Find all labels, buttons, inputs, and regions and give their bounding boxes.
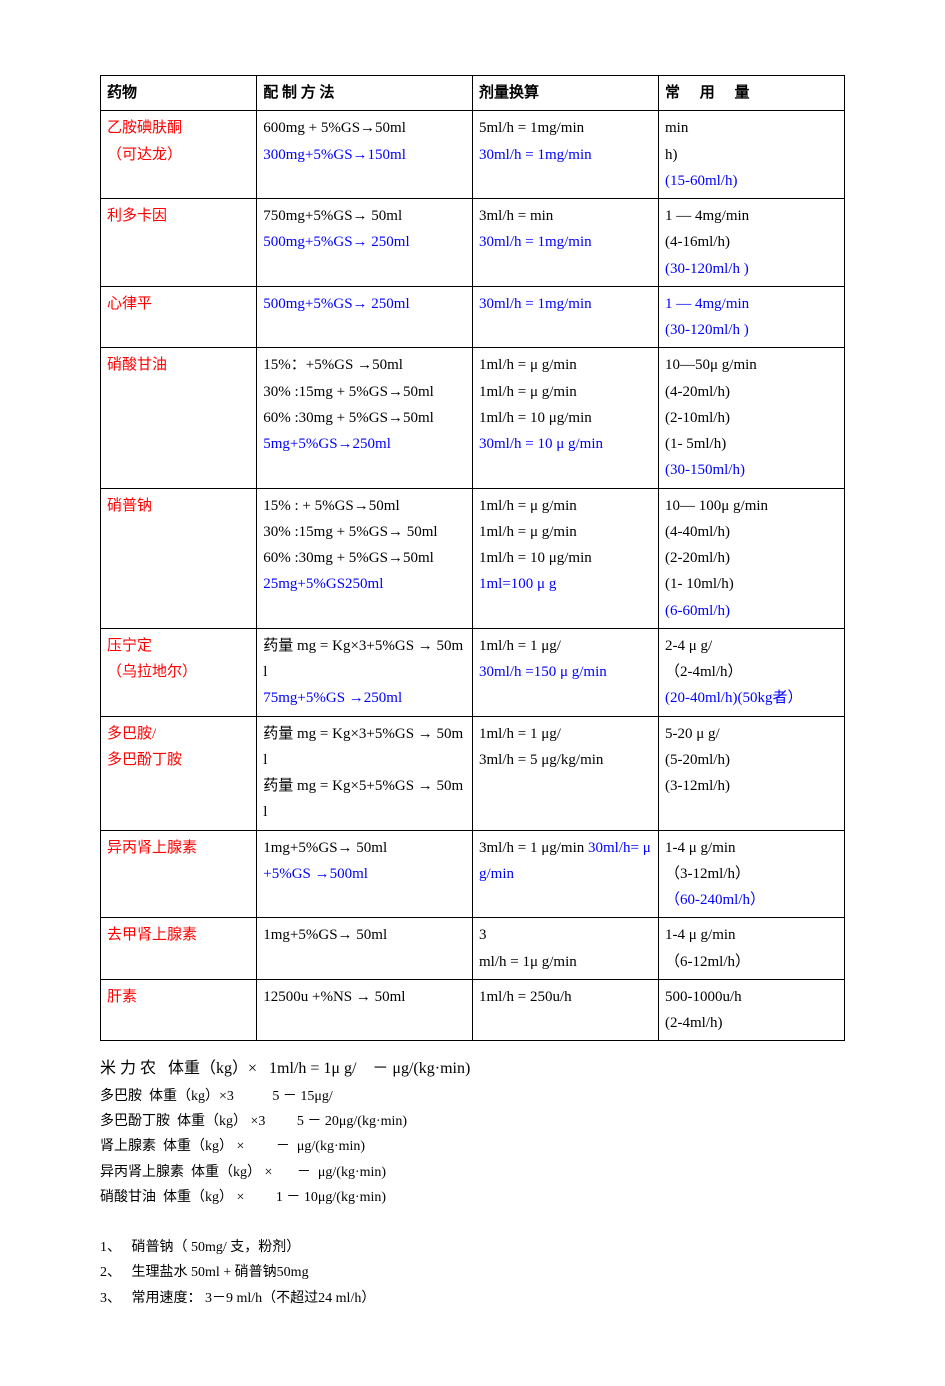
cell-drug: 压宁定（乌拉地尔） <box>101 628 257 716</box>
cell-drug: 去甲肾上腺素 <box>101 918 257 980</box>
cell-dose: 1 — 4mg/min(4-16ml/h)(30-120ml/h ) <box>658 199 844 287</box>
cell-conv: 30ml/h = 1mg/min <box>472 286 658 348</box>
table-row: 乙胺碘肤酮（可达龙）600mg + 5%GS→50ml300mg+5%GS→15… <box>101 111 845 199</box>
cell-dose: 500-1000u/h(2-4ml/h) <box>658 979 844 1041</box>
note-line: 多巴胺 体重（kg）×3 5 － 15μg/ <box>100 1084 845 1109</box>
cell-prep: 500mg+5%GS→ 250ml <box>257 286 473 348</box>
drug-table: 药物 配 制 方 法 剂量换算 常 用 量 乙胺碘肤酮（可达龙）600mg + … <box>100 75 845 1041</box>
cell-dose: 5-20 μ g/(5-20ml/h)(3-12ml/h) <box>658 716 844 830</box>
table-row: 压宁定（乌拉地尔）药量 mg = Kg×3+5%GS → 50ml75mg+5%… <box>101 628 845 716</box>
table-row: 异丙肾上腺素1mg+5%GS→ 50ml+5%GS →500ml3ml/h = … <box>101 830 845 918</box>
cell-conv: 1ml/h = μ g/min1ml/h = μ g/min1ml/h = 10… <box>472 488 658 628</box>
table-row: 心律平500mg+5%GS→ 250ml30ml/h = 1mg/min1 — … <box>101 286 845 348</box>
table-row: 去甲肾上腺素1mg+5%GS→ 50ml3ml/h = 1μ g/min1-4 … <box>101 918 845 980</box>
note-line: 硝酸甘油 体重（kg） × 1 － 10μg/(kg·min) <box>100 1185 845 1210</box>
table-body: 乙胺碘肤酮（可达龙）600mg + 5%GS→50ml300mg+5%GS→15… <box>101 111 845 1041</box>
cell-dose: 1-4 μ g/min（3-12ml/h）（60-240ml/h） <box>658 830 844 918</box>
header-conv: 剂量换算 <box>472 76 658 111</box>
cell-prep: 12500u +%NS → 50ml <box>257 979 473 1041</box>
cell-prep: 1mg+5%GS→ 50ml <box>257 918 473 980</box>
cell-conv: 3ml/h = min30ml/h = 1mg/min <box>472 199 658 287</box>
table-row: 利多卡因750mg+5%GS→ 50ml500mg+5%GS→ 250ml3ml… <box>101 199 845 287</box>
cell-conv: 3ml/h = 1μ g/min <box>472 918 658 980</box>
cell-drug: 异丙肾上腺素 <box>101 830 257 918</box>
note-line: 2、 生理盐水 50ml + 硝普钠50mg <box>100 1260 845 1285</box>
cell-drug: 硝酸甘油 <box>101 348 257 488</box>
cell-conv: 1ml/h = 1 μg/30ml/h =150 μ g/min <box>472 628 658 716</box>
cell-prep: 15% : + 5%GS→50ml30% :15mg + 5%GS→ 50ml6… <box>257 488 473 628</box>
note-line: 3、 常用速度： 3－9 ml/h（不超过24 ml/h） <box>100 1286 845 1311</box>
cell-dose: 10—50μ g/min(4-20ml/h)(2-10ml/h)(1- 5ml/… <box>658 348 844 488</box>
table-head: 药物 配 制 方 法 剂量换算 常 用 量 <box>101 76 845 111</box>
cell-prep: 药量 mg = Kg×3+5%GS → 50ml药量 mg = Kg×5+5%G… <box>257 716 473 830</box>
cell-dose: 10— 100μ g/min(4-40ml/h)(2-20ml/h)(1- 10… <box>658 488 844 628</box>
table-row: 多巴胺/多巴酚丁胺药量 mg = Kg×3+5%GS → 50ml药量 mg =… <box>101 716 845 830</box>
note-line: 1、 硝普钠（ 50mg/ 支，粉剂） <box>100 1235 845 1260</box>
cell-prep: 750mg+5%GS→ 50ml500mg+5%GS→ 250ml <box>257 199 473 287</box>
table-row: 硝酸甘油15%：+5%GS →50ml30% :15mg + 5%GS→50ml… <box>101 348 845 488</box>
cell-prep: 15%：+5%GS →50ml30% :15mg + 5%GS→50ml60% … <box>257 348 473 488</box>
cell-conv: 1ml/h = 250u/h <box>472 979 658 1041</box>
cell-dose: 2-4 μ g/（2-4ml/h）(20-40ml/h)(50kg者） <box>658 628 844 716</box>
cell-conv: 3ml/h = 1 μg/min 30ml/h= μg/min <box>472 830 658 918</box>
header-dose: 常 用 量 <box>658 76 844 111</box>
cell-drug: 肝素 <box>101 979 257 1041</box>
cell-prep: 600mg + 5%GS→50ml300mg+5%GS→150ml <box>257 111 473 199</box>
cell-dose: minh)(15-60ml/h) <box>658 111 844 199</box>
cell-conv: 1ml/h = μ g/min1ml/h = μ g/min1ml/h = 10… <box>472 348 658 488</box>
notes-block: 米 力 农 体重（kg）× 1ml/h = 1μ g/ － μg/(kg·min… <box>100 1055 845 1310</box>
note-line <box>100 1210 845 1235</box>
cell-dose: 1-4 μ g/min（6-12ml/h） <box>658 918 844 980</box>
cell-prep: 1mg+5%GS→ 50ml+5%GS →500ml <box>257 830 473 918</box>
note-line: 米 力 农 体重（kg）× 1ml/h = 1μ g/ － μg/(kg·min… <box>100 1055 845 1084</box>
header-prep: 配 制 方 法 <box>257 76 473 111</box>
cell-drug: 多巴胺/多巴酚丁胺 <box>101 716 257 830</box>
cell-conv: 1ml/h = 1 μg/3ml/h = 5 μg/kg/min <box>472 716 658 830</box>
cell-drug: 利多卡因 <box>101 199 257 287</box>
cell-conv: 5ml/h = 1mg/min30ml/h = 1mg/min <box>472 111 658 199</box>
note-line: 肾上腺素 体重（kg） × － μg/(kg·min) <box>100 1134 845 1159</box>
table-row: 硝普钠15% : + 5%GS→50ml30% :15mg + 5%GS→ 50… <box>101 488 845 628</box>
cell-drug: 硝普钠 <box>101 488 257 628</box>
cell-drug: 乙胺碘肤酮（可达龙） <box>101 111 257 199</box>
cell-dose: 1 — 4mg/min(30-120ml/h ) <box>658 286 844 348</box>
note-line: 异丙肾上腺素 体重（kg） × － μg/(kg·min) <box>100 1160 845 1185</box>
cell-drug: 心律平 <box>101 286 257 348</box>
header-drug: 药物 <box>101 76 257 111</box>
table-row: 肝素12500u +%NS → 50ml1ml/h = 250u/h500-10… <box>101 979 845 1041</box>
note-line: 多巴酚丁胺 体重（kg） ×3 5 － 20μg/(kg·min) <box>100 1109 845 1134</box>
cell-prep: 药量 mg = Kg×3+5%GS → 50ml75mg+5%GS →250ml <box>257 628 473 716</box>
